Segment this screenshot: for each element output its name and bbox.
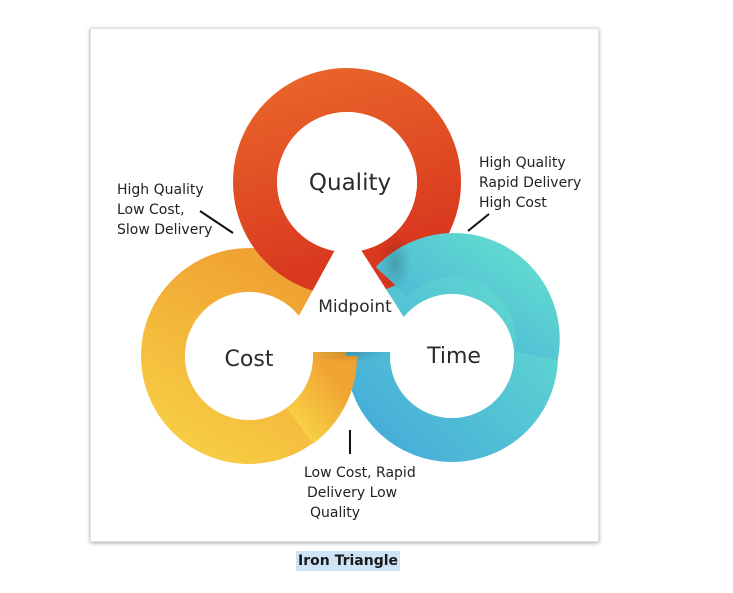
time-inner [390,294,514,418]
annotation-quality-cost: High Quality Low Cost, Slow Delivery [117,180,212,240]
cost-label: Cost [225,347,274,372]
annotation-line: Delivery Low [307,485,398,501]
annotation-line: High Cost [479,195,547,211]
cost-inner [185,292,313,420]
midpoint-triangle [279,228,426,352]
annotation-line: High Quality [479,155,566,171]
annotation-line: Rapid Delivery [479,175,582,191]
quality-label: Quality [309,170,391,196]
annotation-line: High Quality [117,182,204,198]
annotation-quality-time: High Quality Rapid Delivery High Cost [479,153,581,213]
time-ring-overlap [375,232,560,361]
annotation-line: Slow Delivery [117,222,213,238]
annotation-line: Quality [310,505,361,521]
annotation-line: Low Cost, [117,202,185,218]
annotation-cost-time: Low Cost, Rapid Delivery Low Quality [304,463,416,523]
quality-time-leader [467,213,490,232]
cost-ring-overlap [286,355,357,444]
figure-caption: Iron Triangle [296,551,401,571]
annotation-line: Low Cost, Rapid [304,465,416,481]
quality-cost-leader [199,210,234,234]
quality-inner [277,112,417,252]
midpoint-label: Midpoint [318,297,392,317]
time-label: Time [426,344,481,369]
